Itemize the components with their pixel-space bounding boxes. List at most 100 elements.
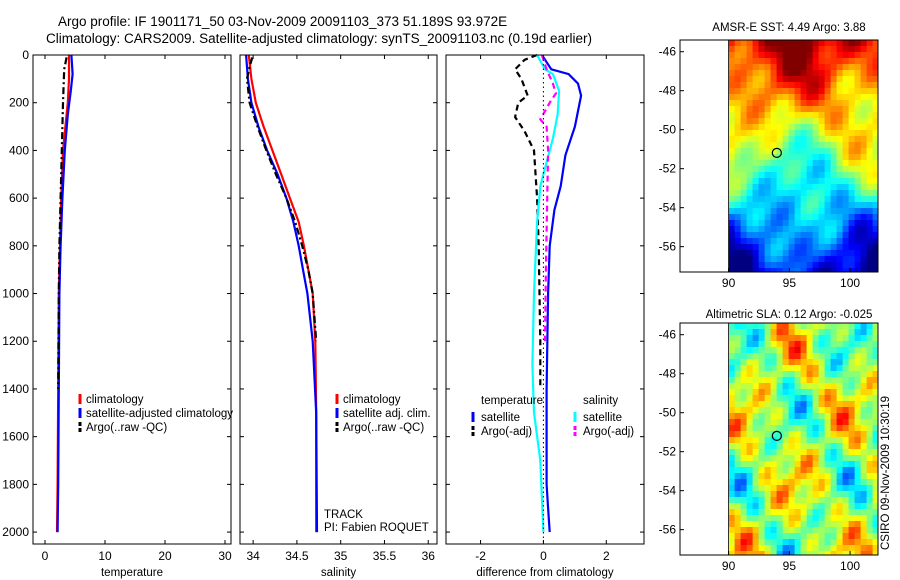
sla_map-cell xyxy=(758,467,766,474)
sst_map-cell xyxy=(776,100,784,107)
sst_map-cell xyxy=(764,136,772,143)
sla_map-cell xyxy=(818,365,826,372)
sst_map-cell xyxy=(842,244,850,251)
sla_map-cell xyxy=(830,467,838,474)
sla_map-cell xyxy=(794,443,802,450)
sst_map-cell xyxy=(728,40,736,47)
sst_map-cell xyxy=(842,220,850,227)
sla_map-cell xyxy=(740,353,748,360)
sla_map-cell xyxy=(746,473,754,480)
sla_map-cell xyxy=(752,413,760,420)
sst_map-cell xyxy=(812,172,820,179)
sla_map-cell xyxy=(860,389,868,396)
sla_map-cell xyxy=(860,491,868,498)
sla_map-cell xyxy=(812,443,820,450)
sst_map-cell xyxy=(800,148,808,155)
sst_map-cell xyxy=(830,100,838,107)
sla_map-cell xyxy=(752,359,760,366)
sst_map-cell xyxy=(830,130,838,137)
sla_map-cell xyxy=(842,323,850,330)
sla_map-cell xyxy=(854,341,862,348)
sla_map-cell xyxy=(770,335,778,342)
sla_map-cell xyxy=(746,503,754,510)
sst_map-cell xyxy=(830,58,838,65)
sla_map-cell xyxy=(800,401,808,408)
sst_map-cell xyxy=(776,94,784,101)
sst_map-cell xyxy=(770,166,778,173)
sst_map-cell xyxy=(782,106,790,113)
depth-tick-label: 600 xyxy=(9,191,29,205)
sst_map-cell xyxy=(854,250,862,257)
sst_map-cell xyxy=(872,40,878,47)
sst_map-cell xyxy=(794,142,802,149)
sla_map-cell xyxy=(848,401,856,408)
sst_map-cell xyxy=(758,196,766,203)
track-annotation: TRACK xyxy=(324,509,363,521)
sla_map-cell xyxy=(848,389,856,396)
sst_map-cell xyxy=(788,130,796,137)
sst_map-cell xyxy=(848,58,856,65)
sla_map-cell xyxy=(728,479,736,486)
sst_map-cell xyxy=(746,46,754,53)
sla_map-cell xyxy=(758,503,766,510)
sla_map-cell xyxy=(746,365,754,372)
sst_map-cell xyxy=(872,232,878,239)
sst_map-cell xyxy=(872,184,878,191)
sla_map-cell xyxy=(764,341,772,348)
sla_map-cell xyxy=(860,539,868,546)
sla_map-cell xyxy=(740,431,748,438)
sla_map-cell xyxy=(776,551,784,555)
sst_map-cell xyxy=(806,154,814,161)
sla_map-cell xyxy=(866,461,874,468)
sst_map-cell xyxy=(728,250,736,257)
sla_map-cell xyxy=(788,437,796,444)
depth-tick-label: 200 xyxy=(9,96,29,110)
sst_map-cell xyxy=(746,160,754,167)
sst_map-cell xyxy=(788,118,796,125)
sla_map-cell xyxy=(806,491,814,498)
sla_map-cell xyxy=(872,545,878,552)
sst_map-cell xyxy=(842,202,850,209)
sst_map-cell xyxy=(734,262,742,269)
sst_map-cell xyxy=(824,190,832,197)
sla_map-cell xyxy=(758,479,766,486)
sla_map-cell xyxy=(842,533,850,540)
sla_map-cell xyxy=(800,389,808,396)
sla_map-cell xyxy=(854,545,862,552)
sla_map-cell xyxy=(728,365,736,372)
sst_map-cell xyxy=(728,190,736,197)
sla_map-cell xyxy=(830,539,838,546)
sst_map-cell xyxy=(746,232,754,239)
sla_map-cell xyxy=(782,521,790,528)
sla_map-cell xyxy=(788,347,796,354)
sla_map-cell xyxy=(770,371,778,378)
sst_map-cell xyxy=(854,178,862,185)
sla_map-cell xyxy=(758,491,766,498)
sla_map-cell xyxy=(818,551,826,555)
sla_map-cell xyxy=(830,425,838,432)
sst_map-cell xyxy=(860,94,868,101)
difference-legend-label: Argo(-adj) xyxy=(583,426,634,438)
sst_map-cell xyxy=(746,220,754,227)
sla_map-cell xyxy=(776,479,784,486)
sla_map-cell xyxy=(824,353,832,360)
sla_map-cell xyxy=(764,425,772,432)
sst_map-cell xyxy=(734,238,742,245)
sla_map-cell xyxy=(728,551,736,555)
sst_map-cell xyxy=(728,256,736,263)
sla_map-cell xyxy=(872,365,878,372)
sla_map-cell xyxy=(818,521,826,528)
sla_map-cell xyxy=(788,371,796,378)
sla_map-cell xyxy=(776,323,784,330)
sla_map-cell xyxy=(734,479,742,486)
sst_map-cell xyxy=(800,166,808,173)
sst_map-cell xyxy=(806,112,814,119)
sla_map-cell xyxy=(764,491,772,498)
sla_map-cell xyxy=(752,371,760,378)
sla_map-cell xyxy=(734,323,742,330)
sst_map-cell xyxy=(740,262,748,269)
sla_map-cell xyxy=(866,527,874,534)
sla_map-cell xyxy=(836,365,844,372)
sst_map-cell xyxy=(734,244,742,251)
sla_map-cell xyxy=(770,377,778,384)
